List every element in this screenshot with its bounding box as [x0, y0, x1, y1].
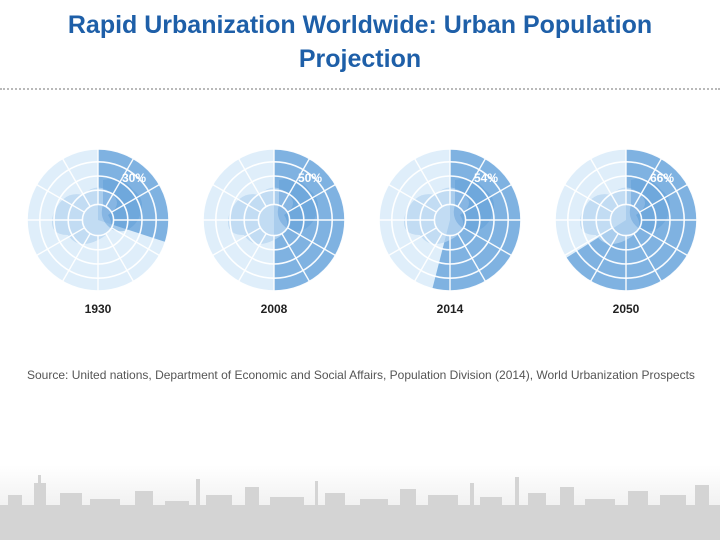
grid-spoke-2008-5: [281, 233, 311, 282]
pie-1930: 30% 1930: [26, 148, 170, 316]
grid-spoke-2050-11: [589, 158, 619, 207]
grid-spoke-2050-10: [564, 183, 613, 213]
grid-spoke-2008-2: [287, 183, 336, 213]
grid-spoke-2014-5: [457, 233, 487, 282]
pie-2014: 54% 2014: [378, 148, 522, 316]
land-mass-1930: [52, 187, 117, 244]
grid-spoke-2014-10: [388, 183, 437, 213]
percent-label-2050: 66%: [650, 171, 674, 185]
grid-spoke-2014-8: [388, 227, 437, 257]
grid-spoke-2014-1: [457, 158, 487, 207]
pie-2050: 66% 2050: [554, 148, 698, 316]
year-label-2050: 2050: [613, 302, 640, 316]
grid-spoke-2008-8: [212, 227, 261, 257]
grid-spoke-1930-4: [111, 227, 160, 257]
year-label-2014: 2014: [437, 302, 464, 316]
percent-label-2008: 50%: [298, 171, 322, 185]
grid-spoke-2014-11: [413, 158, 443, 207]
grid-spoke-2014-2: [463, 183, 512, 213]
grid-spoke-2050-4: [639, 227, 688, 257]
grid-spoke-2008-4: [287, 227, 336, 257]
grid-spoke-2008-1: [281, 158, 311, 207]
grid-spoke-1930-11: [61, 158, 91, 207]
urban-slice-1930: [98, 149, 170, 242]
urbanization-pie-charts: 30% 1930 50% 2008 54% 2014 66% 2050: [26, 148, 698, 316]
pie-2008: 50% 2008: [202, 148, 346, 316]
grid-spoke-1930-10: [36, 183, 85, 213]
land-mass-2008: [228, 187, 293, 244]
grid-spoke-2014-7: [413, 233, 443, 282]
grid-spoke-2050-2: [639, 183, 688, 213]
grid-spoke-2050-7: [589, 233, 619, 282]
grid-spoke-1930-7: [61, 233, 91, 282]
page-title: Rapid Urbanization Worldwide: Urban Popu…: [67, 11, 653, 73]
land-mass-2050: [580, 187, 645, 244]
grid-spoke-2008-11: [237, 158, 267, 207]
city-skyline-graphic: [0, 465, 720, 540]
grid-spoke-2050-8: [564, 227, 613, 257]
grid-spoke-1930-2: [111, 183, 160, 213]
grid-spoke-2008-10: [212, 183, 261, 213]
grid-spoke-2008-7: [237, 233, 267, 282]
year-label-1930: 1930: [85, 302, 112, 316]
grid-spoke-1930-5: [105, 233, 135, 282]
grid-spoke-2050-5: [633, 233, 663, 282]
year-label-2008: 2008: [261, 302, 288, 316]
grid-spoke-1930-8: [36, 227, 85, 257]
source-note: Source: United nations, Department of Ec…: [27, 368, 695, 382]
title-divider: [0, 88, 720, 90]
grid-spoke-2050-1: [633, 158, 663, 207]
grid-spoke-1930-1: [105, 158, 135, 207]
land-mass-2014: [404, 187, 469, 244]
percent-label-2014: 54%: [474, 171, 498, 185]
grid-spoke-2014-4: [463, 227, 512, 257]
percent-label-1930: 30%: [122, 171, 146, 185]
